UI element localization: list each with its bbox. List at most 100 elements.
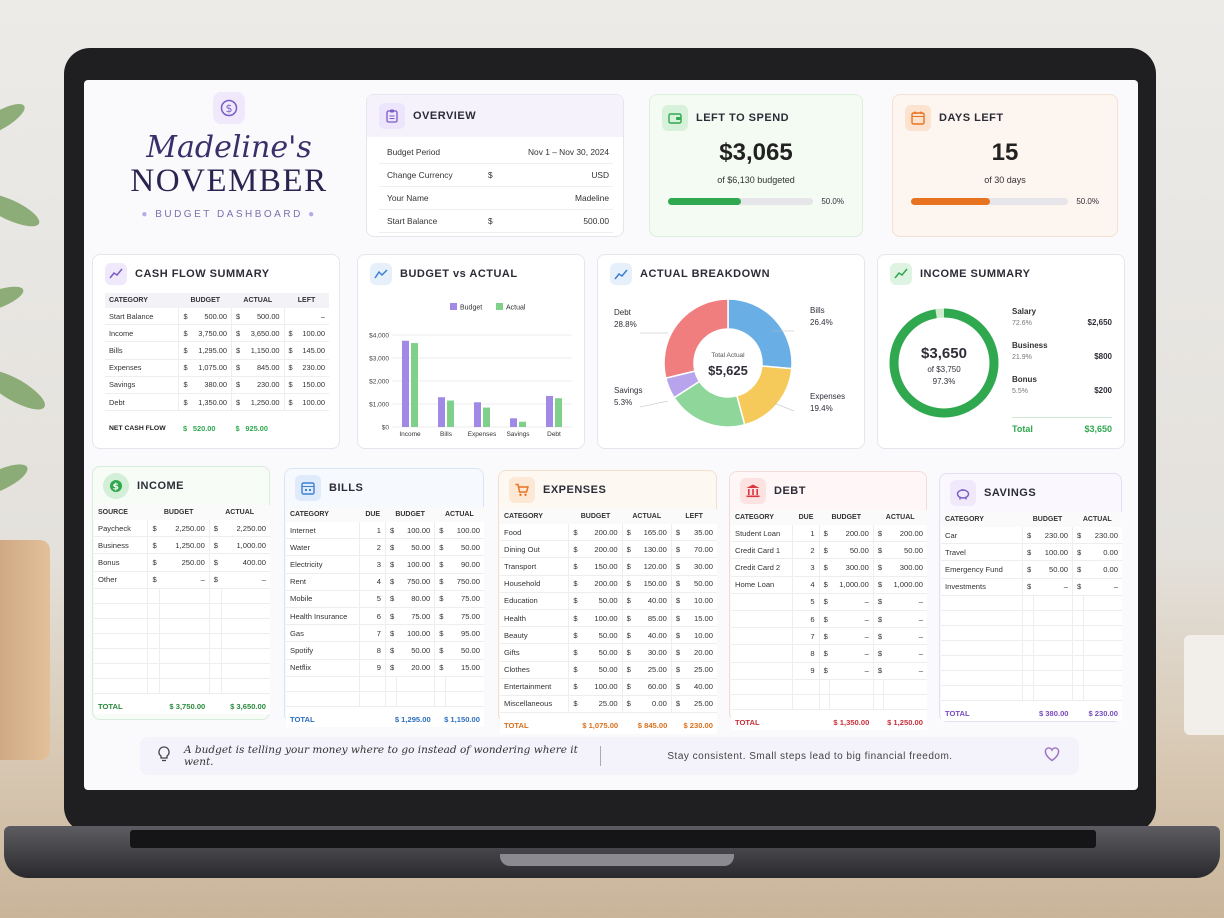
currency-symbol: $ — [178, 359, 189, 377]
currency-symbol: $ — [819, 644, 830, 663]
currency-symbol: $ — [147, 571, 160, 589]
table-cell: – — [829, 662, 874, 680]
currency-symbol: $ — [671, 626, 683, 645]
table-header-row: CATEGORY BUDGET ACTUAL — [941, 512, 1122, 527]
column-header: ACTUAL — [444, 511, 474, 518]
cash-flow-table: CATEGORY BUDGET ACTUAL LEFT Start Balance $50… — [105, 293, 329, 437]
table-cell: Internet — [286, 522, 361, 540]
empty-cell — [883, 694, 927, 710]
table-cell: 25.00 — [580, 695, 623, 714]
currency-symbol: $ — [819, 610, 830, 629]
table-row: Household $200.00 $150.00 $50.00 — [500, 575, 717, 593]
table-cell: 75.00 — [445, 607, 484, 626]
overview-row: Change Currency $ USD — [379, 163, 613, 187]
table-cell: Clothes — [500, 661, 570, 679]
currency-symbol: $ — [1072, 578, 1084, 596]
table-cell: $ — [487, 209, 495, 233]
days-left-card: DAYS LEFT 15 of 30 days 50.0% — [892, 94, 1118, 237]
empty-cell — [883, 679, 927, 695]
currency-symbol: $ — [385, 590, 397, 608]
currency-symbol: $ — [231, 376, 242, 394]
table-cell: 120.00 — [632, 557, 672, 576]
table-cell: Nov 1 – Nov 30, 2024 — [494, 141, 613, 164]
table-row: Health Insurance 6 $75.00 $75.00 — [286, 607, 484, 626]
table-cell: 100.00 — [293, 324, 329, 343]
empty-cell — [1083, 595, 1122, 611]
column-header: BUDGET — [580, 513, 611, 520]
table-cell: 4 — [359, 573, 386, 591]
currency-symbol: $ — [434, 522, 446, 540]
empty-cell — [1072, 640, 1085, 656]
table-row: Internet 1 $100.00 $100.00 — [286, 522, 484, 540]
days-left-pct: 50.0% — [1076, 197, 1099, 206]
empty-cell — [1072, 685, 1085, 701]
empty-cell — [1083, 610, 1122, 626]
table-cell: 50.00 — [883, 541, 927, 560]
empty-cell — [1022, 685, 1035, 701]
table-header-row: CATEGORY DUE BUDGET ACTUAL — [286, 507, 484, 522]
debt-card: DEBT CATEGORY DUE BUDGET ACTUAL Student Loan… — [729, 471, 927, 731]
table-cell: 20.00 — [682, 643, 717, 662]
table-header-row: CATEGORY BUDGET ACTUAL LEFT — [500, 509, 717, 524]
table-row: Other $ – $ – — [94, 571, 270, 589]
currency-symbol: $ — [1072, 527, 1084, 545]
table-cell — [731, 627, 794, 646]
table-cell: – — [829, 627, 874, 646]
table-cell: 7 — [359, 624, 386, 643]
table-cell: 30.00 — [682, 557, 717, 576]
empty-cell — [941, 640, 1023, 656]
currency-symbol: $ — [434, 659, 446, 677]
empty-row — [94, 618, 270, 634]
currency-symbol: $ — [671, 575, 683, 593]
currency-symbol: $ — [622, 661, 633, 679]
empty-cell — [209, 678, 222, 694]
empty-cell — [829, 694, 874, 710]
currency-symbol: $ — [873, 662, 884, 680]
currency-symbol: $ — [568, 592, 581, 610]
empty-cell — [1022, 625, 1035, 641]
table-row: Mobile 5 $80.00 $75.00 — [286, 590, 484, 608]
currency-symbol: $ — [819, 627, 830, 646]
legend-actual: Actual — [506, 305, 526, 312]
table-cell: Paycheck — [94, 520, 149, 538]
empty-cell — [1072, 625, 1085, 641]
table-row: Health $100.00 $85.00 $15.00 — [500, 609, 717, 628]
leader-line — [639, 400, 669, 408]
empty-cell — [286, 676, 361, 692]
heart-icon[interactable] — [1043, 746, 1061, 767]
donut-center-value: $5,625 — [708, 363, 748, 378]
currency-symbol: $ — [671, 609, 683, 628]
table-cell: $ — [487, 163, 495, 187]
overview-card: OVERVIEW Budget Period Nov 1 – Nov 30, 20… — [366, 94, 624, 237]
empty-cell — [221, 678, 270, 694]
table-cell: 50.00 — [396, 641, 436, 660]
x-tick-label: Savings — [506, 431, 530, 438]
table-cell: 6 — [359, 607, 386, 626]
expenses-card: EXPENSES CATEGORY BUDGET ACTUAL LEFT Food $20… — [498, 470, 717, 734]
currency-symbol: $ — [385, 641, 397, 660]
currency-symbol: $ — [671, 695, 683, 714]
table-header-row: CATEGORY DUE BUDGET ACTUAL — [731, 510, 927, 525]
empty-cell — [147, 588, 161, 604]
table-cell: 1,250.00 — [159, 536, 210, 555]
table-cell: Miscellaneous — [500, 695, 570, 714]
currency-symbol: $ — [622, 557, 633, 576]
currency-symbol: $ — [873, 627, 884, 646]
table-row: Food $200.00 $165.00 $35.00 — [500, 524, 717, 542]
table-cell: – — [883, 627, 927, 646]
table-row: 5 $ – $ – — [731, 593, 927, 611]
currency-symbol: $ — [434, 624, 446, 643]
trackpad-notch — [500, 854, 734, 866]
bar-chart-icon — [370, 263, 392, 285]
svg-text:$: $ — [226, 102, 233, 115]
cash-flow-title: CASH FLOW SUMMARY — [135, 268, 270, 280]
table-cell: 95.00 — [445, 624, 484, 643]
calendar-bills-icon — [295, 475, 321, 501]
empty-cell — [941, 625, 1023, 641]
table-cell: 230.00 — [1083, 527, 1122, 545]
currency-symbol: $ — [819, 541, 830, 560]
currency-symbol: $ — [1072, 543, 1084, 562]
overview-row: Start Balance $500.00 — [379, 209, 613, 233]
savings-table: CATEGORY BUDGET ACTUAL Car $230.00 $230.00 Tra… — [941, 512, 1122, 722]
table-cell: – — [1083, 578, 1122, 596]
